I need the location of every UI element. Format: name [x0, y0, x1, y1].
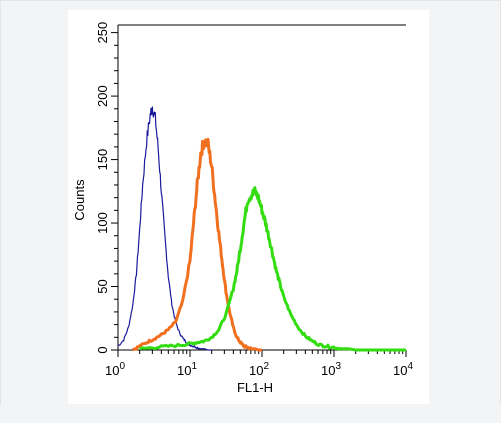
chart-card: 0 50 100 150 200 250 100 101 102 103 104 FL1-H Co…	[68, 10, 429, 404]
x-tick-base: 10	[393, 363, 407, 378]
x-tick-exponent: 0	[119, 361, 125, 372]
x-tick-label: 102	[249, 361, 269, 378]
x-tick-base: 10	[321, 363, 335, 378]
x-tick-label: 100	[105, 361, 125, 378]
y-tick-label: 150	[95, 149, 110, 171]
y-tick-label: 100	[95, 212, 110, 234]
x-axis-title: FL1-H	[237, 380, 273, 395]
y-tick-label: 50	[95, 279, 110, 293]
x-tick-label: 104	[393, 361, 413, 378]
y-axis-title: Counts	[72, 179, 87, 221]
x-tick-exponent: 3	[335, 361, 341, 372]
x-ticks: 100 101 102 103 104	[105, 350, 413, 378]
histogram-series-2	[131, 137, 263, 352]
histogram-series-1	[117, 106, 212, 351]
x-tick-base: 10	[177, 363, 191, 378]
bottom-strip	[0, 405, 501, 423]
y-ticks: 0 50 100 150 200 250	[95, 22, 118, 354]
x-tick-base: 10	[249, 363, 263, 378]
y-tick-label: 200	[95, 85, 110, 107]
x-tick-exponent: 2	[263, 361, 269, 372]
histogram-series-3	[139, 186, 406, 352]
series-group	[117, 106, 406, 352]
x-tick-base: 10	[105, 363, 119, 378]
x-tick-exponent: 1	[191, 361, 197, 372]
y-tick-label: 0	[95, 346, 110, 353]
x-tick-exponent: 4	[407, 361, 413, 372]
y-tick-label: 250	[95, 22, 110, 44]
x-tick-label: 103	[321, 361, 341, 378]
x-tick-label: 101	[177, 361, 197, 378]
